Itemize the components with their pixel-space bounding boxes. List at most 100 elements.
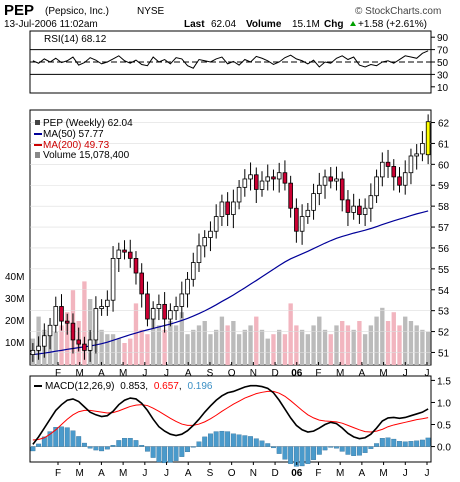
- candle-body: [225, 201, 230, 215]
- x-label-bottom: A: [359, 468, 366, 479]
- candle-body: [53, 306, 59, 326]
- volume-bar: [294, 325, 299, 365]
- volume-bar: [150, 307, 156, 365]
- x-label-bottom: M: [336, 468, 344, 479]
- x-label-bottom: M: [76, 468, 84, 479]
- candle-body: [93, 308, 99, 341]
- volume-bar: [265, 338, 270, 365]
- volume-bar: [173, 325, 179, 365]
- candle-body: [190, 262, 196, 280]
- volume-bar: [99, 329, 104, 365]
- macd-histogram-bar: [53, 427, 59, 447]
- macd-histogram-bar: [305, 446, 311, 464]
- macd-histogram-bar: [339, 446, 345, 452]
- x-label-mid: M: [379, 368, 387, 379]
- volume-bar: [357, 321, 362, 365]
- volume-tick-label: 10M: [5, 338, 24, 349]
- macd-histogram-bar: [288, 446, 294, 464]
- volume-bar: [259, 329, 265, 365]
- candle-body: [385, 161, 391, 167]
- volume-bar: [425, 331, 431, 365]
- x-label-mid: M: [119, 368, 127, 379]
- volume-bar: [345, 325, 351, 365]
- candle-body: [173, 306, 179, 312]
- candle-body: [248, 174, 253, 180]
- macd-tick-label: 1.0: [437, 398, 451, 409]
- macd-histogram-bar: [419, 439, 425, 447]
- macd-histogram-bar: [311, 446, 317, 460]
- candle-body: [76, 339, 81, 345]
- candle-body: [311, 193, 316, 211]
- price-tick-label: 59: [438, 181, 450, 192]
- candle-body: [299, 216, 305, 232]
- candle-body: [397, 176, 402, 186]
- macd-histogram-bar: [271, 446, 276, 449]
- company-name: (Pepsico, Inc.): [45, 6, 109, 17]
- macd-histogram-bar: [408, 441, 414, 447]
- macd-histogram-bar: [299, 446, 305, 467]
- volume-bar: [53, 332, 58, 365]
- candle-body: [30, 349, 36, 355]
- macd-histogram-bar: [185, 446, 190, 453]
- macd-histogram-bar: [30, 446, 36, 452]
- macd-histogram-bar: [397, 441, 402, 447]
- volume-bar: [391, 312, 396, 365]
- volume-bar: [168, 321, 173, 365]
- candle-body: [402, 172, 408, 186]
- x-label-bottom: D: [271, 468, 278, 479]
- volume-bar: [236, 334, 242, 365]
- macd-histogram-bar: [167, 446, 173, 463]
- volume-bar: [65, 312, 70, 365]
- x-label-bottom: J: [425, 468, 430, 479]
- macd-histogram-bar: [334, 446, 339, 449]
- volume-bar: [191, 329, 196, 365]
- volume-bar: [299, 329, 305, 365]
- volume-bar: [385, 321, 391, 365]
- macd-histogram-bar: [213, 431, 219, 447]
- watermark: © StockCharts.com: [355, 6, 441, 17]
- macd-sep: ,: [145, 381, 148, 392]
- macd-histogram-bar: [133, 440, 139, 447]
- macd-histogram-bar: [47, 431, 53, 447]
- macd-histogram-bar: [173, 446, 179, 461]
- macd-histogram-bar: [144, 446, 150, 452]
- volume-bar: [116, 338, 121, 365]
- candle-body: [317, 184, 322, 195]
- price-tick-label: 57: [438, 223, 450, 234]
- volume-bar: [219, 316, 225, 365]
- volume-bar: [288, 303, 293, 365]
- macd-histogram-bar: [156, 446, 162, 463]
- x-label-bottom: S: [207, 468, 214, 479]
- candle-body: [59, 306, 64, 322]
- price-tick-label: 60: [438, 160, 450, 171]
- macd-label: MACD(12,26,9): [45, 381, 114, 392]
- rsi-tick-label: 10: [437, 83, 449, 94]
- macd-histogram-bar: [150, 446, 156, 458]
- candle-body: [36, 345, 41, 351]
- chg-value: +1.58 (+2.61%): [358, 19, 427, 30]
- macd-histogram-bar: [190, 446, 196, 448]
- last-value: 62.04: [211, 19, 236, 30]
- candle-body: [282, 172, 288, 184]
- volume-tick-label: 40M: [5, 272, 24, 283]
- macd-histogram-bar: [242, 435, 248, 447]
- volume-bar: [145, 334, 150, 365]
- candle-body: [156, 303, 162, 309]
- volume-bar: [271, 334, 276, 365]
- volume-bar: [242, 329, 247, 365]
- candle-body: [185, 278, 190, 295]
- candle-body: [380, 161, 385, 178]
- volume-bar: [128, 338, 133, 365]
- rsi-legend: RSI(14) 68.12: [44, 34, 107, 45]
- macd-histogram-bar: [41, 436, 47, 447]
- macd-histogram-bar: [104, 446, 110, 450]
- volume-bar: [59, 325, 64, 365]
- x-label-mid: F: [55, 368, 61, 379]
- candle-body: [391, 166, 397, 178]
- macd-histogram-bar: [379, 438, 385, 447]
- volume-bar: [133, 303, 139, 365]
- rsi-tick-label: 50: [437, 58, 449, 69]
- volume-bar: [408, 321, 414, 365]
- volume-bar: [305, 334, 311, 365]
- macd-histogram-bar: [110, 445, 116, 447]
